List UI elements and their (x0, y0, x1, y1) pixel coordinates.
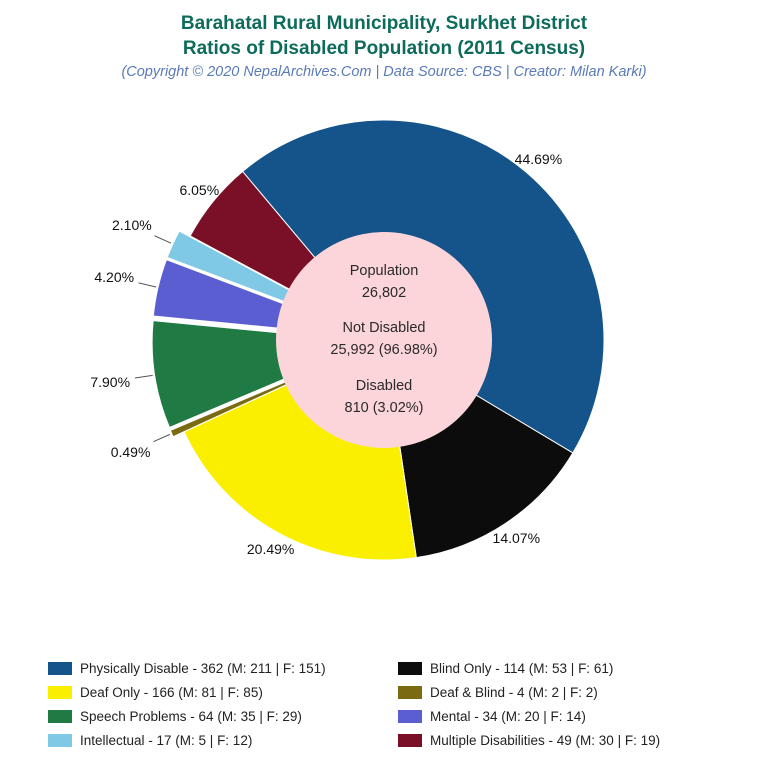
title-line1: Barahatal Rural Municipality, Surkhet Di… (0, 12, 768, 37)
legend-swatch (398, 734, 422, 747)
population-value: 26,802 (350, 283, 419, 305)
pct-label-7: 6.05% (179, 182, 219, 198)
title-line2: Ratios of Disabled Population (2011 Cens… (0, 37, 768, 62)
legend-label: Deaf & Blind - 4 (M: 2 | F: 2) (430, 685, 598, 700)
legend-item: Blind Only - 114 (M: 53 | F: 61) (398, 661, 720, 676)
legend-label: Intellectual - 17 (M: 5 | F: 12) (80, 733, 252, 748)
not-disabled-label: Not Disabled (330, 318, 437, 340)
legend-label: Physically Disable - 362 (M: 211 | F: 15… (80, 661, 326, 676)
population-label: Population (350, 261, 419, 283)
legend-label: Multiple Disabilities - 49 (M: 30 | F: 1… (430, 733, 660, 748)
pct-label-5: 4.20% (94, 269, 134, 285)
legend-label: Mental - 34 (M: 20 | F: 14) (430, 709, 586, 724)
not-disabled-value: 25,992 (96.98%) (330, 340, 437, 362)
leader-line (155, 236, 171, 243)
legend-item: Mental - 34 (M: 20 | F: 14) (398, 709, 720, 724)
disabled-label: Disabled (345, 376, 424, 398)
legend-swatch (398, 686, 422, 699)
legend-item: Intellectual - 17 (M: 5 | F: 12) (48, 733, 370, 748)
legend-item: Deaf Only - 166 (M: 81 | F: 85) (48, 685, 370, 700)
pct-label-6: 2.10% (112, 217, 152, 233)
legend-item: Multiple Disabilities - 49 (M: 30 | F: 1… (398, 733, 720, 748)
pct-label-3: 0.49% (111, 444, 151, 460)
pct-label-1: 14.07% (493, 530, 540, 546)
pct-label-4: 7.90% (90, 374, 130, 390)
disabled-value: 810 (3.02%) (345, 398, 424, 420)
center-summary: Population 26,802 Not Disabled 25,992 (9… (276, 232, 492, 448)
legend-item: Deaf & Blind - 4 (M: 2 | F: 2) (398, 685, 720, 700)
legend-item: Physically Disable - 362 (M: 211 | F: 15… (48, 661, 370, 676)
legend-item: Speech Problems - 64 (M: 35 | F: 29) (48, 709, 370, 724)
subtitle: (Copyright © 2020 NepalArchives.Com | Da… (0, 64, 768, 80)
legend-label: Blind Only - 114 (M: 53 | F: 61) (430, 661, 613, 676)
legend-label: Speech Problems - 64 (M: 35 | F: 29) (80, 709, 302, 724)
legend-swatch (48, 686, 72, 699)
legend-swatch (48, 662, 72, 675)
legend: Physically Disable - 362 (M: 211 | F: 15… (48, 661, 720, 748)
legend-swatch (48, 710, 72, 723)
donut-chart: Population 26,802 Not Disabled 25,992 (9… (134, 90, 634, 590)
legend-swatch (48, 734, 72, 747)
title-block: Barahatal Rural Municipality, Surkhet Di… (0, 0, 768, 80)
leader-line (139, 283, 157, 287)
legend-label: Deaf Only - 166 (M: 81 | F: 85) (80, 685, 263, 700)
leader-line (153, 434, 169, 441)
pct-label-2: 20.49% (247, 541, 294, 557)
leader-line (135, 375, 153, 378)
legend-swatch (398, 662, 422, 675)
legend-swatch (398, 710, 422, 723)
pct-label-0: 44.69% (515, 151, 562, 167)
